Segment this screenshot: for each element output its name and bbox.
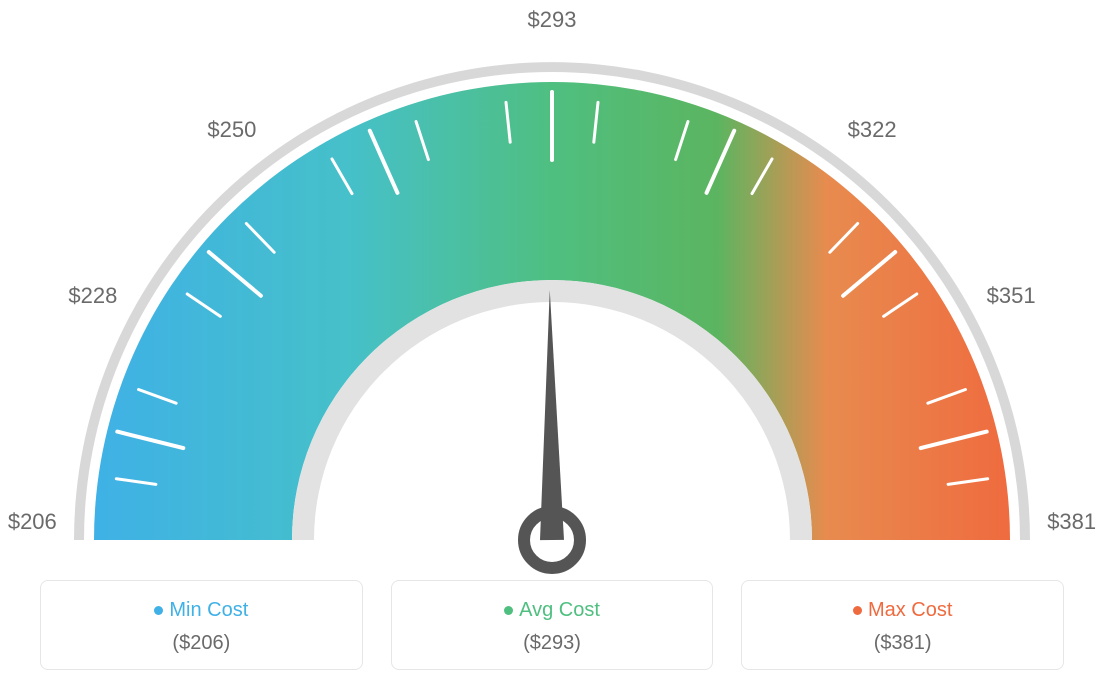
- legend-card-avg: Avg Cost ($293): [391, 580, 714, 670]
- legend-title-avg: Avg Cost: [504, 599, 600, 622]
- gauge-tick-label: $250: [207, 117, 256, 143]
- gauge-tick-label: $228: [68, 283, 117, 309]
- legend-dot-avg: [504, 606, 513, 615]
- legend-value-max: ($381): [752, 632, 1053, 655]
- legend-title-max: Max Cost: [853, 599, 952, 622]
- legend-title-min: Min Cost: [154, 599, 248, 622]
- legend-label-avg: Avg Cost: [519, 599, 600, 622]
- legend-card-min: Min Cost ($206): [40, 580, 363, 670]
- legend-card-max: Max Cost ($381): [741, 580, 1064, 670]
- gauge-tick-label: $293: [528, 7, 577, 33]
- gauge-tick-label: $381: [1047, 509, 1096, 535]
- gauge-tick-label: $322: [848, 117, 897, 143]
- legend-value-min: ($206): [51, 632, 352, 655]
- legend-dot-max: [853, 606, 862, 615]
- legend-label-max: Max Cost: [868, 599, 952, 622]
- gauge-chart: $206 $228 $250 $293 $322 $351 $381: [0, 0, 1104, 560]
- gauge-tick-label: $351: [987, 283, 1036, 309]
- legend-label-min: Min Cost: [169, 599, 248, 622]
- legend-value-avg: ($293): [402, 632, 703, 655]
- legend-row: Min Cost ($206) Avg Cost ($293) Max Cost…: [40, 580, 1064, 670]
- gauge-svg: [14, 10, 1090, 590]
- legend-dot-min: [154, 606, 163, 615]
- gauge-tick-label: $206: [8, 509, 57, 535]
